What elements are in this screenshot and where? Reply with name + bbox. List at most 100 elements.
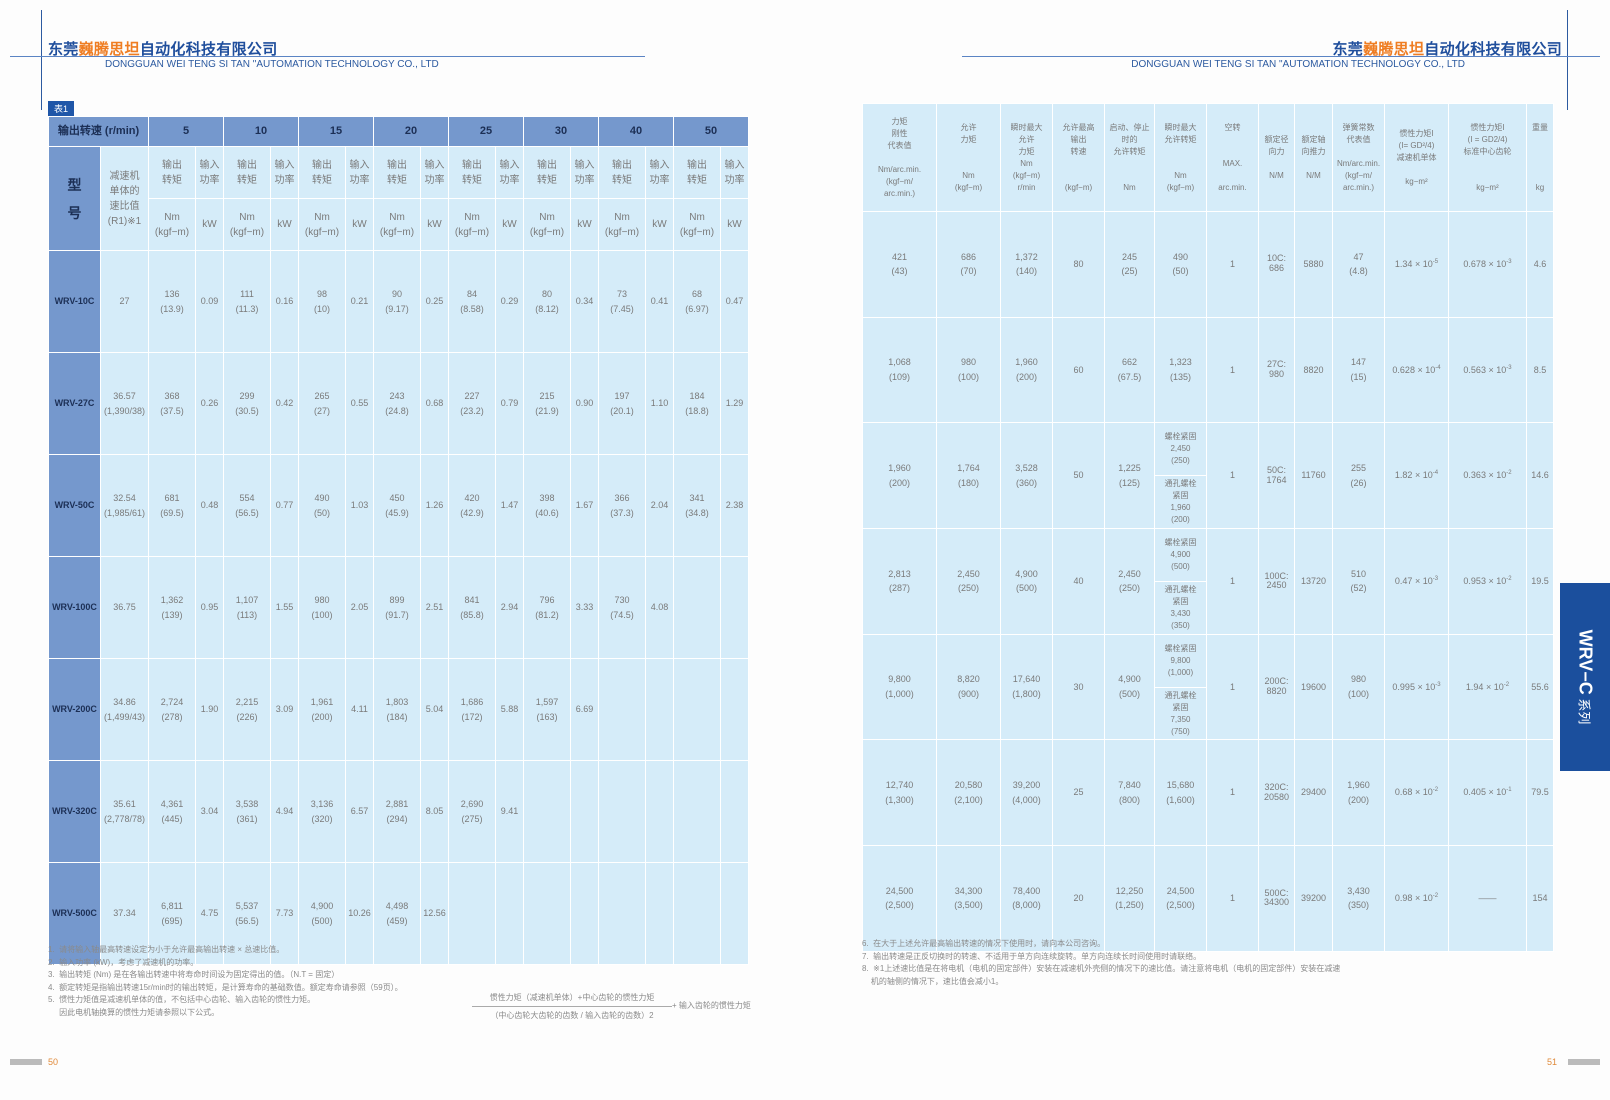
mantissa: 0.363 × 10 (1463, 470, 1507, 481)
ratio-cell: 35.61 (2,778/78) (100, 760, 149, 863)
speed-cell: 80 (1052, 211, 1105, 318)
inst_moment-cell: 1,960 (200) (1000, 316, 1053, 424)
column-header: 允许最高 输出 转速 (kgf−m) (1052, 103, 1105, 212)
power-unit: kW (570, 198, 599, 251)
ratio-header: 减速机 单体的 速比值 (R1)※1 (100, 146, 149, 251)
power-cell: 1.55 (270, 556, 299, 659)
power-cell (720, 658, 749, 761)
torque-header: 输出 转矩 (523, 146, 571, 199)
table-row: 2,813 (287) 2,450 (250) 4,900 (500) 40 2,450… (862, 528, 1554, 635)
torque-cell: 450 (45.9) (373, 454, 421, 557)
speed-cell: 30 (1052, 633, 1105, 741)
power-cell: 1.29 (720, 352, 749, 455)
inst-torque-cell: 490 (50) (1154, 211, 1207, 318)
table-row: WRV-100C 36.75 1,362 (139) 0.95 1,107 (113) 1… (48, 556, 749, 659)
exponent: -2 (1432, 787, 1439, 794)
note: 8. ※1上述速比值是在将电机（电机的固定部件）安装在减速机外壳侧的情况下的速比… (862, 964, 1341, 973)
torque-cell: 366 (37.3) (598, 454, 646, 557)
power-header: 输入 功率 (420, 146, 449, 199)
table-row: 1,960 (200) 1,764 (180) 3,528 (360) 50 1,225… (862, 422, 1554, 530)
moment-cell: 980 (100) (936, 316, 1001, 424)
torque-cell: 227 (23.2) (448, 352, 496, 455)
model-cell: WRV-27C (48, 352, 101, 455)
exponent: -4 (1435, 364, 1441, 371)
power-cell: 0.90 (570, 352, 599, 455)
table-row: 421 (43) 686 (70) 1,372 (140) 80 245 (25) 490… (862, 211, 1554, 318)
radial-force-cell: 500C: 34300 (1258, 845, 1295, 952)
torque-cell: 243 (24.8) (373, 352, 421, 455)
torque-cell: 980 (100) (298, 556, 346, 659)
torque-header: 输出 转矩 (673, 146, 721, 199)
speed-cell: 20 (1052, 845, 1105, 952)
exponent: -1 (1506, 787, 1512, 794)
header-rule (10, 56, 645, 57)
stiff-cell: 1,068 (109) (862, 316, 937, 424)
power-unit: kW (195, 198, 224, 251)
power-cell: 0.48 (195, 454, 224, 557)
power-cell: 0.21 (345, 250, 374, 353)
power-header: 输入 功率 (345, 146, 374, 199)
inertia2-cell: —— (1448, 845, 1527, 952)
table-row: WRV-27C 36.57 (1,390/38) 368 (37.5) 0.26 299… (48, 352, 749, 455)
note: 2. 输入功率 (kW)，考虑了减速机的功率。 (48, 957, 199, 967)
torque-cell: 3,538 (361) (223, 760, 271, 863)
power-cell: 0.16 (270, 250, 299, 353)
power-cell: 4.08 (645, 556, 674, 659)
page-number: 50 (48, 1057, 59, 1067)
mantissa: 1.82 × 10 (1394, 470, 1433, 481)
inertia1-cell: 1.34 × 10-5 (1384, 211, 1449, 318)
axial-force-cell: 19600 (1294, 633, 1333, 741)
power-cell: 5.88 (495, 658, 524, 761)
column-header: 惯性力矩I (I= GD²/4) 减速机单体 kg−m² (1384, 103, 1449, 212)
torque-unit: Nm (kgf−m) (298, 198, 346, 251)
torque-unit: Nm (kgf−m) (448, 198, 496, 251)
torque-cell: 899 (91.7) (373, 556, 421, 659)
startstop-cell: 4,900 (500) (1104, 633, 1155, 741)
torque-cell: 398 (40.6) (523, 454, 571, 557)
torque-header: 输出 转矩 (448, 146, 496, 199)
inst_moment-cell: 78,400 (8,000) (1000, 845, 1053, 952)
table-row: WRV-320C 35.61 (2,778/78) 4,361 (445) 3.04 3… (48, 760, 749, 863)
startstop-cell: 2,450 (250) (1104, 528, 1155, 635)
through-bolt-value: 通孔螺栓 紧固 1,960 (200) (1155, 475, 1206, 528)
column-header: 惯性力矩I (I = GD2/4) 标准中心齿轮 kg−m² (1448, 103, 1527, 212)
exponent: -3 (1506, 364, 1512, 371)
inertia-formula: 惯性力矩（减速机单体）+中心齿轮的惯性力矩 （中心齿轮大齿轮的齿数 / 输入齿轮… (472, 992, 672, 1021)
mantissa: 0.678 × 10 (1463, 258, 1507, 269)
inertia2-cell: 0.953 × 10-2 (1448, 528, 1527, 635)
inst-torque-cell: 螺栓紧固 2,450 (250) 通孔螺栓 紧固 1,960 (200) (1154, 422, 1207, 530)
mantissa: —— (1478, 893, 1497, 904)
speed-20: 20 (373, 116, 449, 147)
radial-force-cell: 10C: 686 (1258, 211, 1295, 318)
mantissa: 0.953 × 10 (1463, 575, 1507, 586)
startstop-cell: 245 (25) (1104, 211, 1155, 318)
stiff-cell: 1,960 (200) (862, 422, 937, 530)
right-notes: 6. 在大于上述允许最高输出转速的情况下使用时，请向本公司咨询。 7. 输出转速是… (862, 938, 1340, 988)
power-cell: 0.42 (270, 352, 299, 455)
torque-cell: 5,537 (56.5) (223, 862, 271, 965)
power-cell: 0.41 (645, 250, 674, 353)
column-header: 弹簧常数 代表值 Nm/arc.min. (kgf−m/ arc.min.) (1332, 103, 1385, 212)
axial-force-cell: 13720 (1294, 528, 1333, 635)
exponent: -2 (1506, 575, 1512, 582)
stiff-cell: 9,800 (1,000) (862, 633, 937, 741)
ratio-cell: 36.75 (100, 556, 149, 659)
stiff-cell: 2,813 (287) (862, 528, 937, 635)
mantissa: 1.34 × 10 (1394, 258, 1433, 269)
inst_moment-cell: 17,640 (1,800) (1000, 633, 1053, 741)
power-cell (645, 760, 674, 863)
company-name-cn: 东莞巍腾思坦自动化科技有限公司 (1332, 40, 1562, 58)
torque-unit: Nm (kgf−m) (373, 198, 421, 251)
power-cell: 12.56 (420, 862, 449, 965)
torque-cell: 90 (9.17) (373, 250, 421, 353)
moment-cell: 686 (70) (936, 211, 1001, 318)
stiff-cell: 421 (43) (862, 211, 937, 318)
weight-cell: 19.5 (1526, 528, 1554, 635)
power-cell: 0.79 (495, 352, 524, 455)
power-cell (720, 556, 749, 659)
note: 1. 请将输入轴最高转速设定为小于允许最高输出转速 × 总速比值。 (48, 945, 285, 954)
torque-cell: 681 (69.5) (148, 454, 196, 557)
inertia2-cell: 1.94 × 10-2 (1448, 633, 1527, 741)
torque-cell (523, 760, 571, 863)
power-cell: 0.26 (195, 352, 224, 455)
